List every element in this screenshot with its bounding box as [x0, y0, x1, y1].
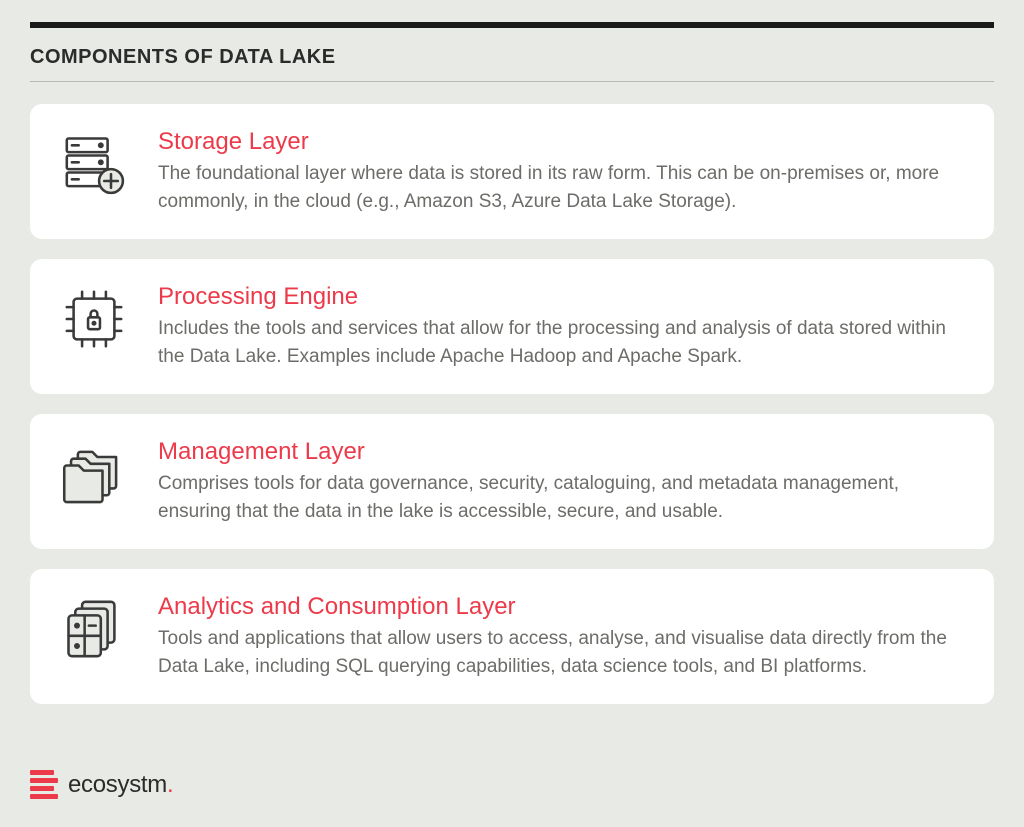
storage-icon: [58, 128, 130, 200]
card-management: Management Layer Comprises tools for dat…: [30, 414, 994, 549]
cards-list: Storage Layer The foundational layer whe…: [0, 94, 1024, 704]
card-title: Analytics and Consumption Layer: [158, 593, 966, 621]
infographic-container: COMPONENTS OF DATA LAKE: [0, 0, 1024, 827]
card-processing: Processing Engine Includes the tools and…: [30, 259, 994, 394]
card-title: Storage Layer: [158, 128, 966, 156]
card-analytics: Analytics and Consumption Layer Tools an…: [30, 569, 994, 704]
brand-logo-icon: [30, 770, 58, 799]
analytics-icon: [58, 593, 130, 665]
card-content: Analytics and Consumption Layer Tools an…: [158, 593, 966, 680]
card-content: Storage Layer The foundational layer whe…: [158, 128, 966, 215]
page-title: COMPONENTS OF DATA LAKE: [30, 46, 994, 82]
brand-name: ecosystm.: [68, 771, 173, 799]
card-content: Management Layer Comprises tools for dat…: [158, 438, 966, 525]
card-content: Processing Engine Includes the tools and…: [158, 283, 966, 370]
card-storage: Storage Layer The foundational layer whe…: [30, 104, 994, 239]
card-description: Tools and applications that allow users …: [158, 625, 966, 680]
footer: ecosystm.: [0, 746, 1024, 827]
card-description: Comprises tools for data governance, sec…: [158, 470, 966, 525]
card-title: Management Layer: [158, 438, 966, 466]
management-icon: [58, 438, 130, 510]
processing-icon: [58, 283, 130, 355]
brand-dot: .: [167, 771, 173, 798]
card-description: Includes the tools and services that all…: [158, 315, 966, 370]
card-title: Processing Engine: [158, 283, 966, 311]
title-section: COMPONENTS OF DATA LAKE: [0, 28, 1024, 94]
card-description: The foundational layer where data is sto…: [158, 160, 966, 215]
